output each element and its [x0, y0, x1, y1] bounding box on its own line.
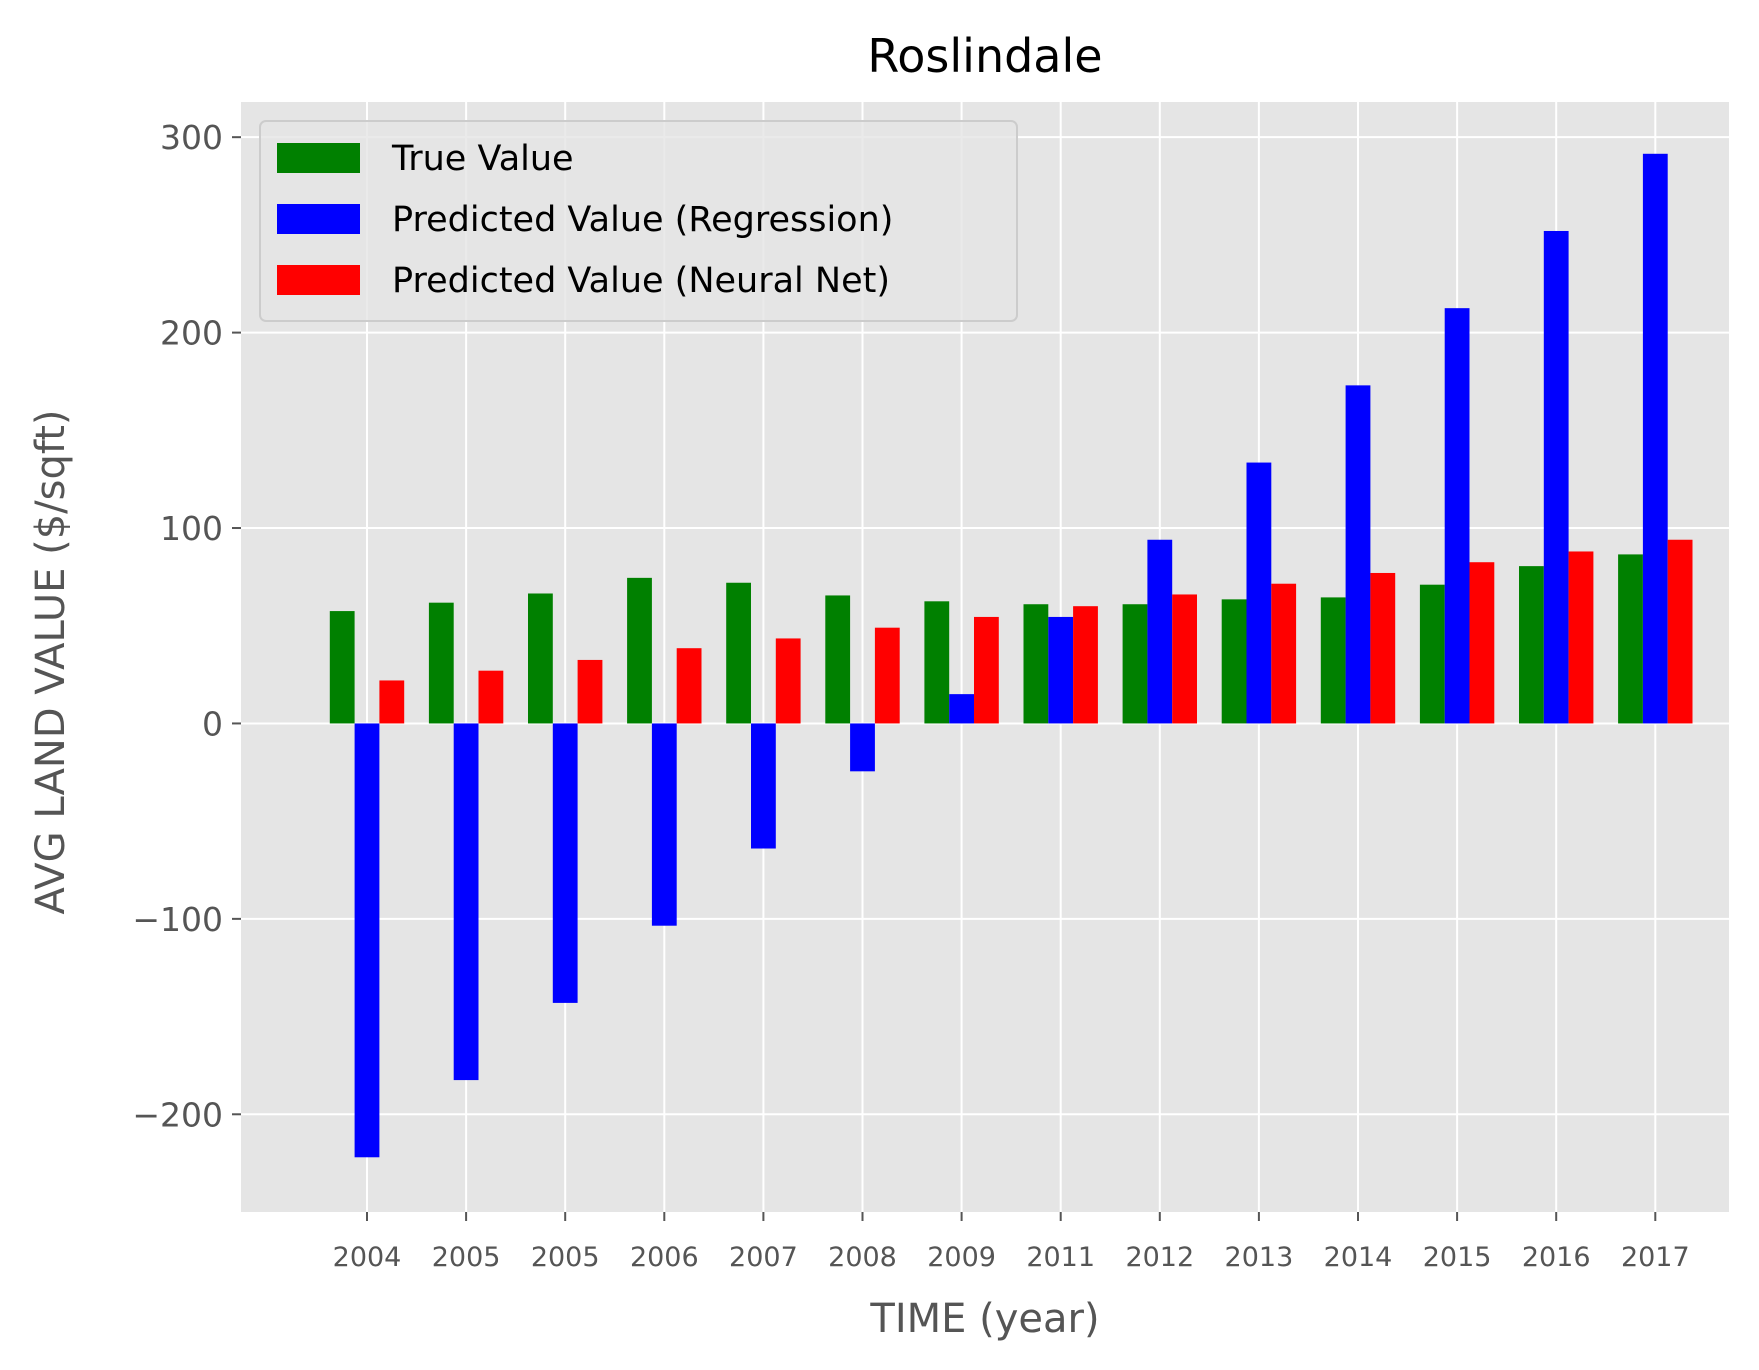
bar-predicted-value-regression [1048, 616, 1074, 724]
chart-title: Roslindale [867, 29, 1102, 83]
bar-true-value [1023, 604, 1049, 724]
bars [329, 153, 1693, 1158]
bar-true-value [1618, 554, 1643, 724]
x-tick-label: 2011 [1026, 1242, 1095, 1273]
bar-true-value [329, 611, 355, 724]
bar-true-value [1122, 604, 1148, 724]
x-axis: 2004 2005 2005 2006 2007 2008 2009 2011 2012 2013… [333, 1212, 1690, 1273]
x-tick-label: 2004 [333, 1242, 402, 1273]
bar-predicted-value-neural-net [1271, 583, 1297, 724]
bar-predicted-value-regression [949, 694, 974, 724]
bar-predicted-value-regression [1543, 230, 1569, 724]
legend-swatch [277, 265, 360, 295]
bar-true-value [627, 577, 652, 724]
x-tick-label: 2013 [1225, 1242, 1294, 1273]
bar-predicted-value-regression [751, 723, 776, 849]
bar-predicted-value-regression [1345, 385, 1371, 724]
y-tick-label: 200 [160, 314, 223, 353]
x-tick-label: 2005 [531, 1242, 600, 1273]
x-tick-label: 2008 [828, 1242, 897, 1273]
bar-predicted-value-regression [1147, 539, 1173, 724]
bar-predicted-value-neural-net [379, 680, 405, 724]
legend-label: Predicted Value (Regression) [392, 200, 893, 240]
bar-predicted-value-regression [1246, 462, 1272, 724]
bar-predicted-value-neural-net [1370, 572, 1396, 724]
bar-predicted-value-neural-net [1568, 551, 1594, 724]
bar-predicted-value-regression [552, 723, 578, 1003]
bar-predicted-value-neural-net [577, 659, 603, 724]
legend-swatch [277, 204, 360, 234]
x-tick-label: 2006 [630, 1242, 699, 1273]
y-axis: −200 −100 0 100 200 300 [132, 118, 241, 1134]
bar-predicted-value-neural-net [775, 638, 801, 724]
bar-true-value [825, 595, 851, 724]
y-tick-label: −100 [132, 900, 223, 939]
bar-predicted-value-neural-net [478, 670, 504, 724]
bar-predicted-value-neural-net [974, 616, 999, 724]
x-tick-label: 2005 [432, 1242, 501, 1273]
x-tick-label: 2017 [1621, 1242, 1690, 1273]
legend-swatch [277, 143, 360, 173]
x-tick-label: 2009 [927, 1242, 996, 1273]
x-tick-label: 2016 [1522, 1242, 1591, 1273]
legend-label: Predicted Value (Neural Net) [392, 261, 890, 301]
x-tick-label: 2015 [1423, 1242, 1492, 1273]
legend: True Value Predicted Value (Regression) Pr… [259, 120, 1018, 322]
y-tick-label: 300 [160, 118, 223, 157]
bar-predicted-value-neural-net [676, 648, 702, 724]
y-axis-label: AVG LAND VALUE ($/sqft) [28, 409, 74, 914]
x-tick-label: 2012 [1125, 1242, 1194, 1273]
bar-true-value [1320, 597, 1346, 724]
bar-predicted-value-regression [651, 723, 677, 926]
x-axis-label: TIME (year) [869, 1296, 1099, 1342]
bar-predicted-value-regression [850, 723, 875, 772]
bar-true-value [1519, 566, 1544, 724]
bar-true-value [1419, 584, 1445, 724]
bar-true-value [924, 601, 950, 724]
bar-true-value [1221, 599, 1247, 724]
bar-predicted-value-regression [453, 723, 479, 1081]
bar-true-value [528, 593, 553, 724]
x-tick-label: 2007 [729, 1242, 798, 1273]
legend-label: True Value [391, 139, 574, 179]
bar-predicted-value-neural-net [1667, 539, 1693, 724]
legend-box [259, 120, 1018, 322]
bar-predicted-value-regression [354, 723, 380, 1158]
y-tick-label: 100 [160, 509, 223, 548]
bar-true-value [726, 582, 751, 724]
x-tick-label: 2014 [1324, 1242, 1393, 1273]
y-tick-label: −200 [132, 1095, 223, 1134]
bar-predicted-value-neural-net [1469, 562, 1495, 724]
bar-predicted-value-regression [1642, 153, 1668, 724]
bar-predicted-value-neural-net [874, 627, 900, 724]
bar-predicted-value-neural-net [1172, 594, 1197, 724]
y-tick-label: 0 [202, 704, 223, 743]
bar-true-value [428, 602, 454, 724]
bar-predicted-value-regression [1444, 308, 1470, 724]
bar-predicted-value-neural-net [1073, 606, 1098, 724]
